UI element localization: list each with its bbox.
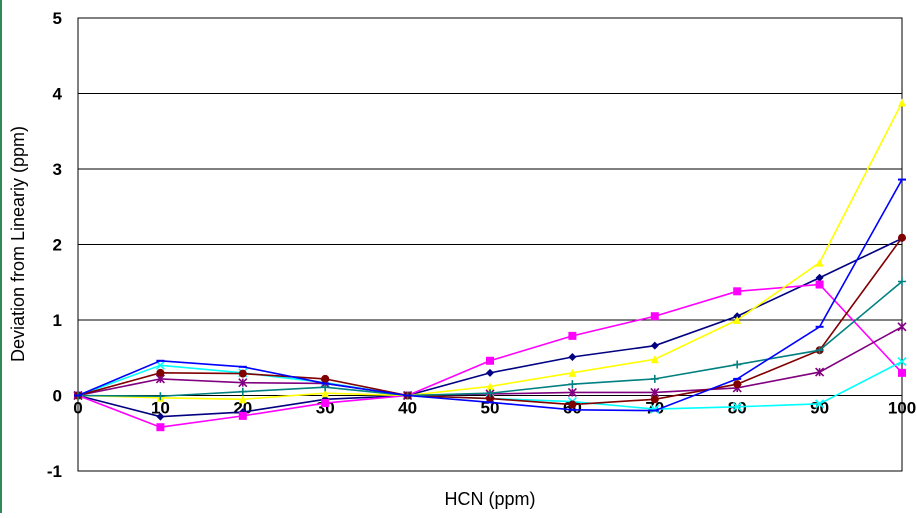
x-tick-label: 0 bbox=[73, 399, 82, 418]
y-tick-label: 2 bbox=[53, 236, 62, 255]
data-point bbox=[898, 233, 906, 242]
y-tick-label: 1 bbox=[53, 311, 62, 330]
data-point bbox=[486, 368, 494, 377]
data-point bbox=[650, 312, 659, 321]
data-point bbox=[321, 389, 330, 398]
data-point bbox=[486, 382, 494, 391]
data-point bbox=[733, 316, 742, 324]
data-point bbox=[650, 387, 660, 398]
y-tick-labels: -1 0 1 2 3 4 5 bbox=[47, 9, 63, 481]
data-point bbox=[650, 404, 660, 414]
data-point bbox=[733, 380, 742, 389]
data-point bbox=[321, 374, 330, 383]
window-edge bbox=[0, 0, 2, 513]
data-point bbox=[733, 287, 742, 296]
series-6 bbox=[74, 233, 906, 409]
x-tick-label: 80 bbox=[728, 399, 747, 418]
y-tick-label: -1 bbox=[47, 462, 62, 481]
data-point bbox=[650, 395, 659, 404]
data-point bbox=[486, 389, 494, 398]
data-point bbox=[156, 368, 165, 377]
gridlines bbox=[78, 93, 902, 396]
data-point bbox=[815, 367, 825, 377]
y-axis-title: Deviation from Lineariy (ppm) bbox=[8, 126, 28, 362]
data-point bbox=[898, 368, 906, 377]
x-axis-title: HCN (ppm) bbox=[444, 489, 535, 509]
data-point bbox=[732, 402, 742, 412]
data-point bbox=[815, 399, 825, 409]
data-point bbox=[568, 331, 577, 340]
data-point bbox=[815, 346, 824, 355]
data-point bbox=[650, 341, 659, 350]
y-tick-label: 4 bbox=[53, 85, 63, 104]
data-point bbox=[238, 387, 247, 396]
data-point bbox=[238, 369, 247, 378]
data-point bbox=[650, 355, 659, 364]
data-point bbox=[321, 399, 330, 408]
data-point bbox=[568, 380, 577, 389]
data-point bbox=[568, 352, 577, 361]
x-tick-label: 90 bbox=[810, 399, 829, 418]
data-point bbox=[238, 395, 247, 404]
data-point bbox=[898, 98, 906, 107]
data-point bbox=[815, 280, 824, 289]
data-point bbox=[156, 392, 165, 401]
data-point bbox=[897, 356, 907, 367]
x-tick-label: 100 bbox=[888, 399, 916, 418]
data-point bbox=[567, 387, 577, 398]
data-point bbox=[156, 412, 165, 421]
data-point bbox=[156, 423, 165, 432]
data-point bbox=[897, 322, 907, 332]
data-point bbox=[486, 394, 494, 403]
y-tick-label: 0 bbox=[53, 387, 62, 406]
y-tick-label: 3 bbox=[53, 160, 62, 179]
data-point bbox=[815, 273, 824, 282]
data-point bbox=[568, 400, 577, 409]
series-8 bbox=[74, 178, 906, 412]
x-tick-label: 40 bbox=[398, 399, 417, 418]
data-point bbox=[486, 356, 494, 365]
data-point bbox=[238, 378, 248, 388]
data-point bbox=[815, 258, 824, 267]
x-tick-label: 10 bbox=[151, 399, 170, 418]
data-point bbox=[733, 360, 742, 369]
data-point bbox=[238, 411, 247, 420]
data-point bbox=[321, 383, 330, 392]
series-group bbox=[73, 98, 907, 432]
data-point bbox=[650, 374, 659, 383]
data-point bbox=[898, 277, 906, 286]
y-tick-label: 5 bbox=[53, 9, 62, 28]
data-point bbox=[568, 368, 577, 377]
